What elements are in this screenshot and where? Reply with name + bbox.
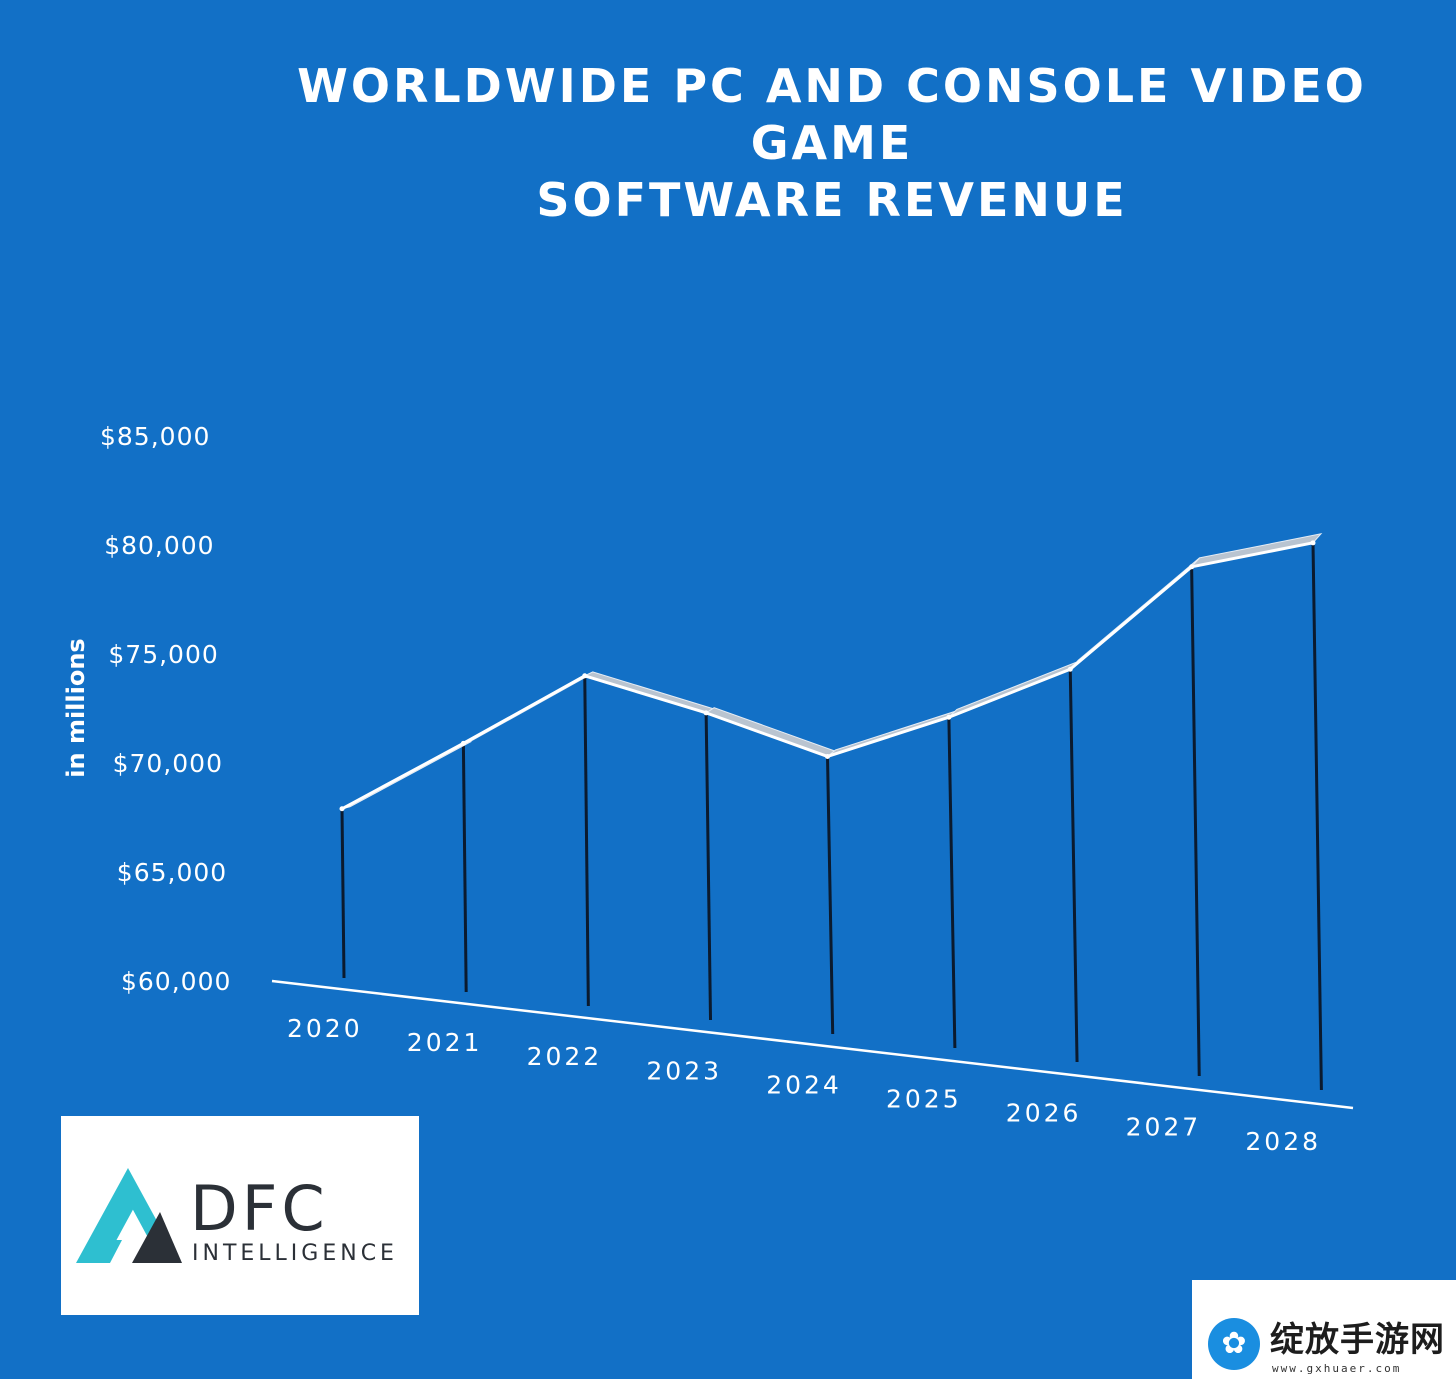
data-point — [1067, 666, 1073, 672]
y-axis-ticks: $60,000 $65,000 $70,000 $75,000 $80,000 $85,0… — [100, 422, 231, 996]
data-point — [1189, 564, 1195, 570]
data-point — [825, 753, 830, 759]
chart-title-line: GAME — [750, 116, 914, 170]
data-point — [703, 710, 709, 716]
data-point — [460, 740, 466, 746]
logo-subtitle: INTELLIGENCE — [192, 1241, 398, 1266]
x-tick-label: 2025 — [886, 1085, 962, 1114]
octopus-icon: ✿ — [1208, 1318, 1260, 1370]
data-point — [946, 714, 952, 720]
drop-line — [340, 808, 346, 979]
x-tick-label: 2026 — [1006, 1099, 1082, 1128]
watermark-name: 绽放手游网 — [1270, 1320, 1445, 1360]
y-tick-label: $75,000 — [108, 640, 218, 669]
drop-line — [1068, 669, 1079, 1063]
drop-line — [947, 717, 957, 1049]
x-tick-label: 2023 — [646, 1056, 722, 1085]
y-axis-label: in millions — [62, 638, 90, 777]
drop-line — [1190, 566, 1201, 1077]
x-tick-label: 2022 — [527, 1042, 603, 1071]
x-axis-baseline — [271, 979, 1354, 1110]
x-tick-label: 2020 — [287, 1014, 363, 1043]
y-tick-label: $80,000 — [104, 531, 214, 560]
chart-title: WORLDWIDE PC AND CONSOLE VIDEO GAME SOFT… — [210, 58, 1454, 229]
ribbon-segment — [583, 671, 716, 714]
data-point — [1310, 540, 1316, 546]
x-axis-ticks: 2020 2021 2022 2023 2024 2025 2026 2027 2028 — [287, 1014, 1321, 1156]
x-tick-label: 2027 — [1126, 1113, 1202, 1142]
data-point — [582, 673, 588, 679]
drop-line — [704, 712, 713, 1021]
y-tick-label: $65,000 — [117, 858, 227, 887]
y-tick-label: $70,000 — [113, 749, 223, 778]
x-tick-label: 2021 — [407, 1028, 483, 1057]
watermark-url: www.gxhuaer.com — [1272, 1362, 1402, 1375]
drop-line — [461, 743, 468, 993]
drop-line — [826, 756, 835, 1035]
data-point — [339, 806, 345, 812]
series-line — [339, 540, 1316, 812]
ribbon-3d — [341, 533, 1323, 810]
y-tick-label: $85,000 — [100, 422, 210, 451]
x-tick-label: 2028 — [1245, 1127, 1321, 1156]
logo-name: DFC — [190, 1172, 329, 1245]
ribbon-segment — [705, 707, 837, 758]
y-tick-label: $60,000 — [121, 967, 231, 996]
drop-lines — [340, 542, 1323, 1091]
chart-title-line: SOFTWARE REVENUE — [536, 173, 1128, 227]
chart-title-line: WORLDWIDE PC AND CONSOLE VIDEO — [297, 59, 1367, 113]
drop-line — [1311, 542, 1323, 1091]
drop-line — [583, 675, 590, 1007]
x-tick-label: 2024 — [766, 1070, 842, 1099]
